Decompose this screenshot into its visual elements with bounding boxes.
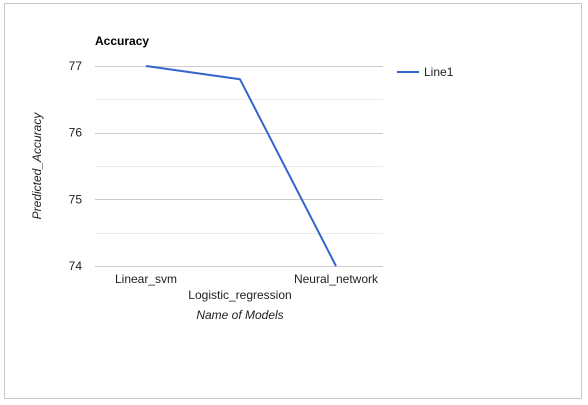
x-axis-label: Name of Models	[196, 308, 283, 322]
x-tick-label: Linear_svm	[115, 272, 177, 286]
series-layer	[145, 65, 337, 267]
y-axis-ticks: 74 75 76 77	[69, 59, 83, 273]
y-tick-label: 77	[69, 59, 83, 73]
grid	[95, 66, 383, 267]
chart-title: Accuracy	[95, 34, 149, 48]
chart-frame	[4, 3, 582, 399]
x-tick-label: Logistic_regression	[188, 288, 291, 302]
y-tick-label: 76	[69, 126, 83, 140]
y-tick-label: 74	[69, 259, 83, 273]
y-tick-label: 75	[69, 192, 83, 206]
x-axis-ticks: Linear_svm Logistic_regressionNeural_netw…	[115, 272, 379, 302]
legend: Line1	[397, 65, 454, 79]
series-line	[145, 65, 337, 267]
x-tick-label: Neural_network	[294, 272, 379, 286]
y-axis-label: Predicted_Accuracy	[30, 112, 44, 220]
legend-label: Line1	[424, 65, 454, 79]
